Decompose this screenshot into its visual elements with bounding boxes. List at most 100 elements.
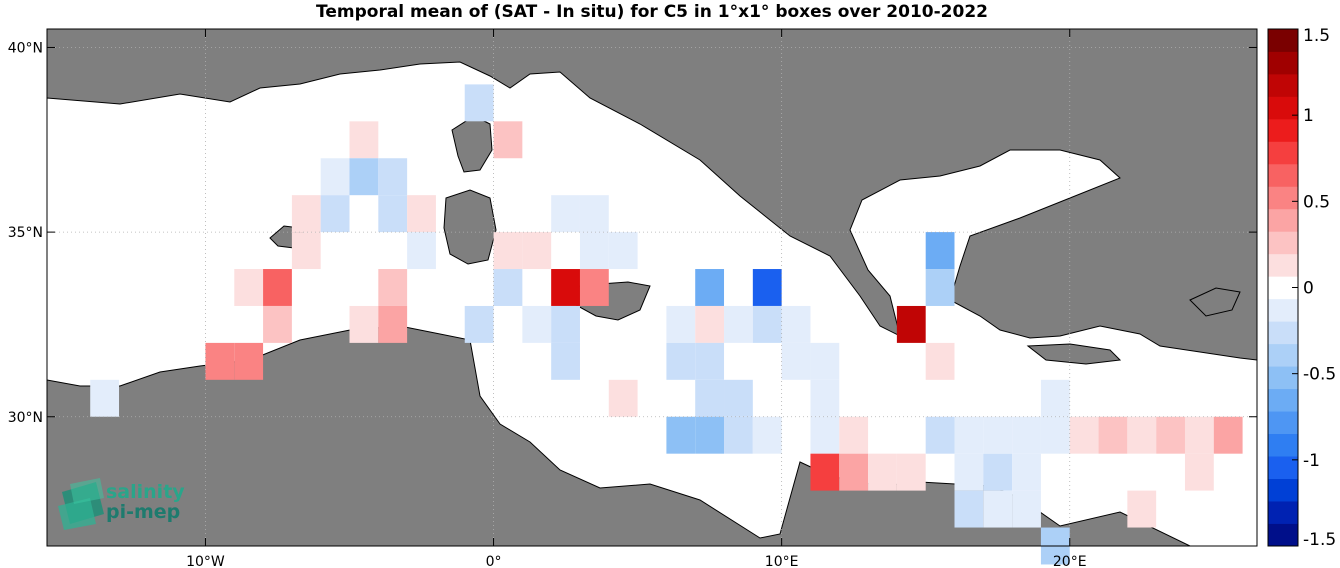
heatmap-cell	[954, 416, 984, 454]
island-cyprus	[1189, 287, 1241, 317]
heatmap-cell	[1040, 379, 1070, 417]
heatmap-cell	[925, 269, 955, 306]
heatmap-cell	[579, 269, 609, 306]
chart-title: Temporal mean of (SAT - In situ) for C5 …	[316, 2, 988, 22]
heatmap-cell	[983, 453, 1013, 491]
colorbar-segment	[1268, 141, 1298, 165]
heatmap-cell	[1184, 416, 1214, 454]
heatmap-cell	[724, 416, 753, 454]
heatmap-cell	[1012, 490, 1041, 528]
heatmap-cell	[983, 416, 1013, 454]
heatmap-cell	[896, 453, 926, 491]
colorbar-segment	[1268, 73, 1298, 97]
heatmap-cell	[724, 379, 753, 417]
heatmap-cell	[378, 158, 408, 196]
colorbar-segment	[1268, 163, 1298, 187]
island-sardinia	[443, 189, 497, 265]
heatmap-cell	[925, 342, 955, 380]
heatmap-cell	[378, 195, 408, 233]
logo: salinity pi-mep	[58, 478, 185, 530]
colorbar-tick-label: 0.5	[1303, 192, 1330, 212]
heatmap-cell	[695, 416, 725, 454]
heatmap-cell	[493, 121, 523, 159]
heatmap-cell	[666, 416, 696, 454]
island-crete	[1026, 343, 1122, 365]
heatmap-cell	[464, 84, 494, 122]
y-tick-label: 30°N	[8, 410, 43, 426]
colorbar-segment	[1268, 208, 1298, 232]
heatmap-cell	[90, 379, 120, 417]
colorbar-segment	[1268, 253, 1298, 277]
plot-frame	[46, 28, 1258, 547]
heatmap-cell	[378, 305, 408, 343]
heatmap-cell	[1213, 416, 1243, 454]
heatmap-cell	[781, 342, 811, 380]
heatmap-cell	[291, 232, 321, 270]
heatmap-cell	[810, 453, 840, 491]
logo-mark	[58, 478, 104, 530]
heatmap-cell	[1127, 490, 1157, 528]
heatmap-cell	[724, 305, 753, 343]
heatmap-cell	[234, 269, 264, 306]
heatmap-cell	[925, 232, 955, 270]
heatmap-cell	[608, 379, 638, 417]
colorbar	[1267, 28, 1299, 547]
logo-text-line1: salinity	[106, 481, 185, 503]
heatmap-cell	[349, 158, 379, 196]
colorbar-tick-label: -0.5	[1303, 365, 1336, 385]
colorbar-segment	[1268, 298, 1298, 322]
colorbar-segment	[1268, 411, 1298, 435]
heatmap-cell	[205, 342, 235, 380]
heatmap-cell	[464, 305, 494, 343]
heatmap-cell	[263, 269, 292, 306]
heatmap-cell	[551, 195, 580, 233]
colorbar-segment	[1268, 321, 1298, 345]
colorbar-segment	[1268, 456, 1298, 479]
heatmap-cell	[378, 269, 408, 306]
colorbar-segment	[1268, 366, 1298, 390]
x-tick-label: 10°W	[186, 554, 225, 568]
heatmap-cell	[551, 342, 580, 380]
heatmap-cell	[493, 269, 523, 306]
colorbar-tick-label: 0	[1303, 279, 1314, 299]
colorbar-segment	[1268, 343, 1298, 367]
heatmap-cell	[579, 195, 609, 233]
colorbar-segment	[1268, 186, 1298, 210]
colorbar-segment	[1268, 51, 1298, 75]
colorbar-segment	[1268, 276, 1298, 300]
heatmap-cell	[1098, 416, 1128, 454]
heatmap-cell	[551, 269, 580, 306]
heatmap-cell	[695, 379, 725, 417]
heatmap-cell	[666, 342, 696, 380]
heatmap-cell	[1040, 416, 1070, 454]
colorbar-tick-label: 1	[1303, 106, 1314, 126]
heatmap-cell	[1127, 416, 1157, 454]
heatmap-cell	[493, 232, 523, 270]
colorbar-segment	[1268, 501, 1298, 524]
y-tick-label: 35°N	[8, 225, 43, 241]
heatmap-cell	[579, 232, 609, 270]
colorbar-segment	[1268, 478, 1298, 502]
grid-lines	[47, 29, 1257, 546]
heatmap-cell	[752, 269, 782, 306]
heatmap-cell	[291, 195, 321, 233]
heatmap-cell	[320, 195, 350, 233]
heatmap-cell	[695, 269, 725, 306]
heatmap-cell	[810, 342, 840, 380]
colorbar-tick-label: -1.5	[1303, 530, 1336, 550]
heatmap-cell	[810, 416, 840, 454]
colorbar-segment	[1268, 96, 1298, 120]
colorbar-segment	[1268, 29, 1298, 52]
heatmap-cell	[1012, 416, 1041, 454]
y-tick-label: 40°N	[8, 40, 43, 56]
heatmap-cell	[522, 305, 552, 343]
heatmap-cell	[407, 232, 436, 270]
heatmap-cell	[1184, 453, 1214, 491]
heatmap-cell	[234, 342, 264, 380]
heatmap-cell	[695, 305, 725, 343]
x-tick-label: 0°	[486, 554, 502, 568]
heatmap-cell	[1156, 416, 1185, 454]
heatmap-cell	[349, 305, 379, 343]
heatmap-cell	[983, 490, 1013, 528]
